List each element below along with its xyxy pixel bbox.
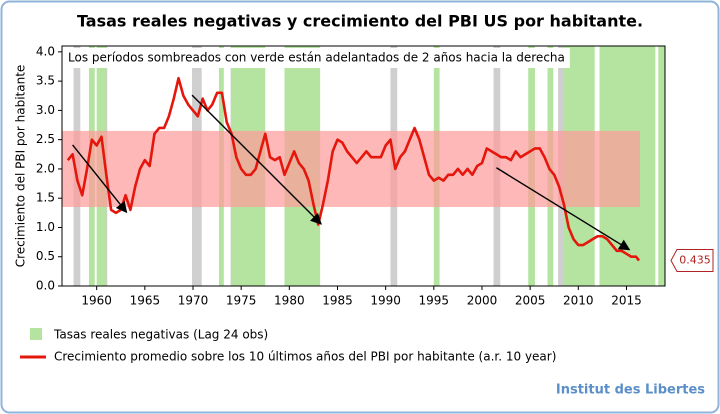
x-tick-label: 2005: [515, 294, 546, 308]
note: Los períodos sombreados con verde están …: [68, 51, 565, 65]
x-tick-label: 1965: [130, 294, 161, 308]
x-tick-label: 1980: [274, 294, 305, 308]
plot-area: 0.0 0.5 1.0 1.5 2.0 2.5 3.0 3.5 4.0 1960 1965 1970 1…: [36, 44, 714, 308]
trend-arrow: [191, 94, 322, 225]
x-tick-label: 1995: [419, 294, 450, 308]
y-tick-label: 3.5: [36, 74, 55, 88]
note-box: [65, 48, 570, 68]
y-tick-label: 2.0: [36, 161, 55, 175]
y-tick-label: 1.0: [36, 220, 55, 234]
y-tick-label: 4.0: [36, 44, 55, 58]
y-tick-label: 1.5: [36, 191, 55, 205]
y-axis-label: Crecimiento del PBI por habitante: [14, 65, 28, 268]
x-tick-label: 1960: [81, 294, 112, 308]
y-tick-label: 0.0: [36, 279, 55, 293]
x-tick-label: 1975: [226, 294, 257, 308]
trend-arrow: [72, 144, 128, 214]
legend-label: Tasas reales negativas (Lag 24 obs): [53, 328, 268, 342]
legend-label: Crecimiento promedio sobre los 10 último…: [54, 350, 556, 364]
trend-arrow: [496, 167, 631, 251]
value-callout: [670, 249, 714, 273]
x-tick-label: 1990: [370, 294, 401, 308]
shaded-period: [658, 46, 665, 286]
x-tick-label: 2015: [611, 294, 642, 308]
x-tick-label: 2010: [563, 294, 594, 308]
x-tick-label: 1985: [322, 294, 353, 308]
y-tick-label: 0.5: [36, 249, 55, 263]
band: [62, 130, 640, 207]
y-tick-label: 3.0: [36, 103, 55, 117]
legend-swatch: [30, 328, 42, 340]
series-line: [66, 76, 641, 262]
x-tick-label: 1970: [178, 294, 209, 308]
y-tick-label: 2.5: [36, 132, 55, 146]
value-label: 0.435: [679, 254, 711, 267]
x-tick-label: 2000: [467, 294, 498, 308]
plot-border: [61, 45, 666, 287]
source: Institut des Libertes: [556, 383, 705, 398]
chart-title: Tasas reales negativas y crecimiento del…: [77, 12, 643, 31]
